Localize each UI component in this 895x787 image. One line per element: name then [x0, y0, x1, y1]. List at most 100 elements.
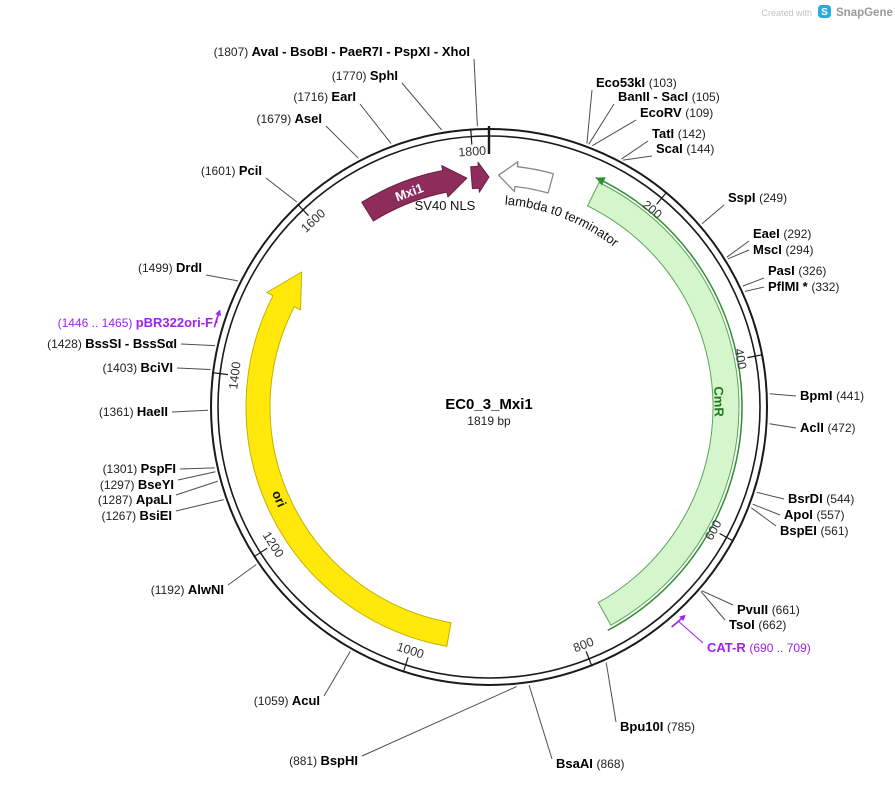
feature-label-cmr[interactable]: CmR: [711, 386, 727, 417]
site-position-text: (1059): [254, 694, 292, 708]
tick-label-1400: 1400: [226, 361, 243, 390]
site-position-text: (1499): [138, 261, 176, 275]
site-label-alwni[interactable]: (1192) AlwNI: [151, 582, 224, 597]
site-name-text: DrdI: [176, 260, 202, 275]
site-label-bsrdi[interactable]: BsrDI (544): [788, 491, 854, 506]
site-label-bsiei[interactable]: (1267) BsiEI: [101, 508, 172, 523]
site-position-text: (1297): [100, 478, 138, 492]
site-label-scai[interactable]: ScaI (144): [656, 141, 714, 156]
site-leader-alwni: [228, 565, 256, 586]
site-name-text: BciVI: [140, 360, 173, 375]
site-label-pspfi[interactable]: (1301) PspFI: [103, 461, 176, 476]
site-label-acli[interactable]: AclI (472): [800, 420, 855, 435]
snapgene-watermark: Created with S SnapGene: [761, 5, 892, 19]
site-position-text: (105): [692, 90, 720, 104]
site-leader-acli: [770, 424, 797, 428]
site-name-text: BseYI: [138, 477, 174, 492]
site-label-pflmi[interactable]: PflMI * (332): [768, 279, 839, 294]
site-leader-eco53ki: [587, 90, 592, 144]
site-name-text: HaeII: [137, 404, 168, 419]
site-name-text: PspFI: [141, 461, 176, 476]
site-name-text: PasI: [768, 263, 798, 278]
site-label-pvuii[interactable]: PvuII (661): [737, 602, 800, 617]
site-label-msci[interactable]: MscI (294): [753, 242, 814, 257]
primer-cat-r[interactable]: [672, 617, 683, 627]
site-name-text: BsaAI: [556, 756, 596, 771]
site-name-text: BssSI - BssSαI: [85, 336, 177, 351]
site-label-bcivi[interactable]: (1403) BciVI: [102, 360, 173, 375]
site-label-pcii[interactable]: (1601) PciI: [201, 163, 262, 178]
site-label-bspei[interactable]: BspEI (561): [780, 523, 848, 538]
site-leader-tati: [621, 141, 648, 159]
tick-label-800: 800: [571, 635, 596, 656]
site-label-cat-r[interactable]: CAT-R (690 .. 709): [707, 640, 811, 655]
site-position-text: (1267): [101, 509, 139, 523]
site-label-asei[interactable]: (1679) AseI: [257, 111, 323, 126]
site-name-text: MscI: [753, 242, 786, 257]
tick-mark-600: [720, 534, 734, 542]
site-label-tati[interactable]: TatI (142): [652, 126, 706, 141]
center-caption: EC0_3_Mxi1 1819 bp: [445, 396, 533, 428]
feature-lambda-t0-terminator[interactable]: [499, 162, 554, 193]
feature-sv40-nls[interactable]: [471, 162, 489, 192]
site-position-text: (561): [820, 524, 848, 538]
feature-label-sv40-nls[interactable]: SV40 NLS: [415, 198, 476, 213]
site-label-pasi[interactable]: PasI (326): [768, 263, 826, 278]
site-leader-bsrdi: [757, 492, 784, 499]
site-position-text: (1428): [47, 337, 85, 351]
site-name-text: BspEI: [780, 523, 820, 538]
site-leader-haeii: [172, 410, 208, 412]
tick-mark-1200: [254, 548, 268, 557]
site-name-text: PciI: [239, 163, 262, 178]
site-position-text: (1807): [214, 45, 252, 59]
site-label-bpmi[interactable]: BpmI (441): [800, 388, 864, 403]
site-label-apoi[interactable]: ApoI (557): [784, 507, 845, 522]
site-leader-sphi: [402, 83, 442, 130]
feature-ori[interactable]: [246, 272, 451, 646]
site-label-drdi[interactable]: (1499) DrdI: [138, 260, 202, 275]
site-label-bsphi[interactable]: (881) BspHI: [289, 753, 358, 768]
site-name-text: BspHI: [320, 753, 358, 768]
site-label-sspi[interactable]: SspI (249): [728, 190, 787, 205]
site-name-text: SphI: [370, 68, 398, 83]
site-label-bseyi[interactable]: (1297) BseYI: [100, 477, 174, 492]
site-position-text: (1601): [201, 164, 239, 178]
site-leader-asei: [326, 126, 358, 158]
site-label-avai-bsobi-paer7i-pspxi-xhoi[interactable]: (1807) AvaI - BsoBI - PaeR7I - PspXI - X…: [214, 44, 470, 59]
tick-label-1000: 1000: [395, 640, 426, 662]
site-leader-bpu10i: [606, 662, 616, 722]
site-name-text: TsoI: [729, 617, 758, 632]
site-position-text: (1301): [103, 462, 141, 476]
site-label-eco53ki[interactable]: Eco53kI (103): [596, 75, 677, 90]
site-label-haeii[interactable]: (1361) HaeII: [99, 404, 168, 419]
site-name-text: BanII - SacI: [618, 89, 692, 104]
site-position-text: (881): [289, 754, 320, 768]
site-name-text: ApoI: [784, 507, 817, 522]
site-position-text: (249): [759, 191, 787, 205]
site-label-tsoi[interactable]: TsoI (662): [729, 617, 786, 632]
site-label-apali[interactable]: (1287) ApaLI: [98, 492, 172, 507]
site-label-sphi[interactable]: (1770) SphI: [332, 68, 398, 83]
site-label-acui[interactable]: (1059) AcuI: [254, 693, 320, 708]
site-position-text: (1716): [293, 90, 331, 104]
site-position-text: (1770): [332, 69, 370, 83]
site-label-eaei[interactable]: EaeI (292): [753, 226, 811, 241]
site-label-pbr322ori-f[interactable]: (1446 .. 1465) pBR322ori-F: [58, 315, 213, 330]
site-position-text: (661): [772, 603, 800, 617]
site-leader-avai-bsobi-paer7i-pspxi-xhoi: [474, 59, 477, 126]
site-label-eari[interactable]: (1716) EarI: [293, 89, 356, 104]
site-label-bpu10i[interactable]: Bpu10I (785): [620, 719, 695, 734]
site-leader-scai: [623, 156, 652, 160]
site-label-bsssi-bsss-i[interactable]: (1428) BssSI - BssSαI: [47, 336, 177, 351]
site-label-banii-saci[interactable]: BanII - SacI (105): [618, 89, 720, 104]
site-leader-acui: [324, 651, 350, 696]
site-name-text: Bpu10I: [620, 719, 667, 734]
site-position-text: (292): [783, 227, 811, 241]
site-label-ecorv[interactable]: EcoRV (109): [640, 105, 713, 120]
site-name-text: BsrDI: [788, 491, 826, 506]
site-name-text: PvuII: [737, 602, 772, 617]
site-label-bsaai[interactable]: BsaAI (868): [556, 756, 624, 771]
site-position-text: (103): [649, 76, 677, 90]
site-position-text: (1192): [151, 583, 188, 597]
